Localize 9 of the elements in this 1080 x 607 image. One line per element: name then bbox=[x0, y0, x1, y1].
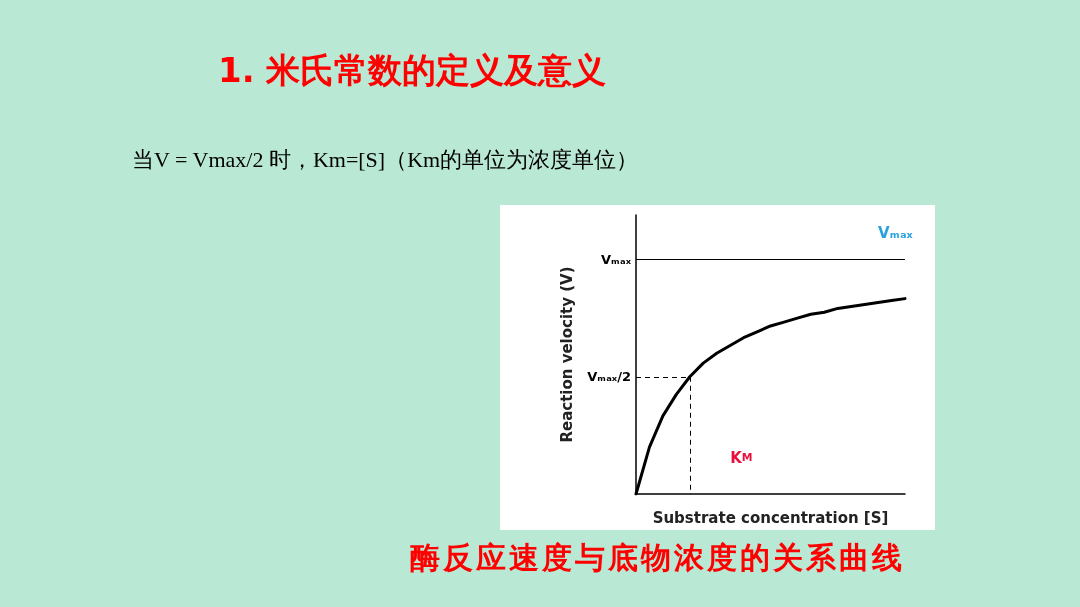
annotation: KM bbox=[730, 448, 753, 467]
chart-title: 1. 米氏常数的定义及意义 bbox=[218, 49, 607, 92]
x-axis-title: Substrate concentration [S] bbox=[652, 508, 889, 527]
text: 酶反应速度与底物浓度的关系曲线 bbox=[410, 539, 905, 577]
text: 当V = Vmax/2 时，Km=[S]（Km的单位为浓度单位） bbox=[132, 146, 639, 174]
y-axis-title: Reaction velocity (V) bbox=[557, 266, 576, 443]
ref-line-label: Vₘₐₓ bbox=[601, 252, 632, 268]
annotation: Vₘₐₓ bbox=[878, 224, 914, 243]
ref-line-label: Vₘₐₓ/2 bbox=[587, 369, 631, 385]
